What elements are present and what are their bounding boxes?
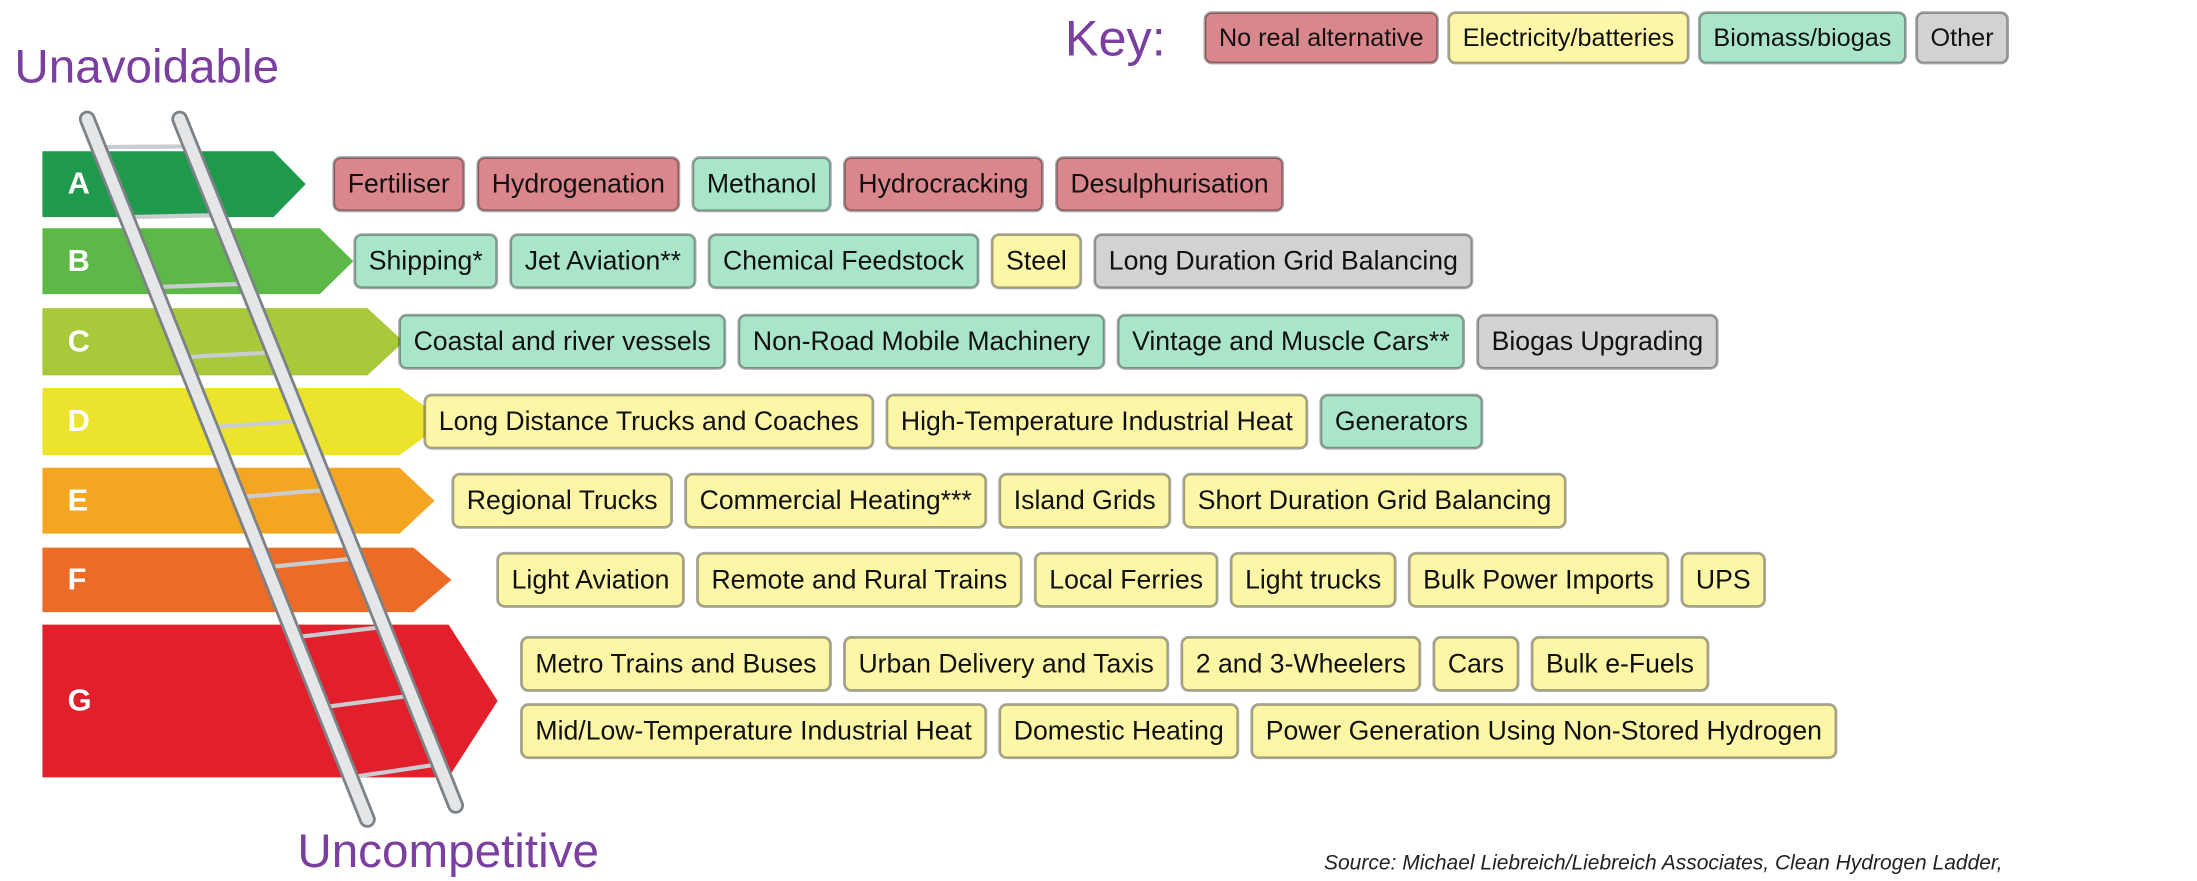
rating-arrow <box>42 388 445 455</box>
items: Fertiliser Hydrogenation Methanol Hydrocrac… <box>334 158 1836 758</box>
label-box: Chemical Feedstock <box>709 235 978 288</box>
box-label: High-Temperature Industrial Heat <box>901 406 1294 436</box>
label-box: Electricity/batteries <box>1449 13 1689 63</box>
box-label: 2 and 3-Wheelers <box>1196 648 1406 678</box>
box-label: Long Duration Grid Balancing <box>1109 246 1458 276</box>
rating-letter: F <box>68 561 87 596</box>
label-box: Cars <box>1434 637 1518 690</box>
box-label: Biomass/biogas <box>1713 24 1891 52</box>
rating-arrow <box>42 308 403 375</box>
source: Source: Michael Liebreich/Liebreich Asso… <box>1324 852 2003 875</box>
box-label: Light trucks <box>1245 564 1381 594</box>
box-label: Light Aviation <box>512 564 670 594</box>
label-box: Remote and Rural Trains <box>697 553 1021 606</box>
label-box: Bulk e-Fuels <box>1532 637 1708 690</box>
label-box: Jet Aviation** <box>511 235 695 288</box>
label-box: Fertiliser <box>334 158 464 211</box>
box-label: Desulphurisation <box>1070 169 1268 199</box>
box-label: No real alternative <box>1219 24 1424 52</box>
label-box: Urban Delivery and Taxis <box>844 637 1167 690</box>
label-box: Desulphurisation <box>1056 158 1282 211</box>
key-title: Key: <box>1065 9 1166 66</box>
box-label: Shipping* <box>369 246 483 276</box>
label-box: Mid/Low-Temperature Industrial Heat <box>521 705 985 758</box>
box-label: Power Generation Using Non-Stored Hydrog… <box>1266 716 1822 746</box>
rating-letter: A <box>68 166 90 201</box>
box-label: Long Distance Trucks and Coaches <box>439 406 859 436</box>
box-label: Metro Trains and Buses <box>535 648 816 678</box>
label-box: Light trucks <box>1231 553 1395 606</box>
box-label: Domestic Heating <box>1014 716 1224 746</box>
label-box: Long Duration Grid Balancing <box>1095 235 1472 288</box>
label-box: Domestic Heating <box>1000 705 1238 758</box>
box-label: Regional Trucks <box>467 485 658 515</box>
box-label: Methanol <box>707 169 816 199</box>
rating-arrow <box>42 548 451 612</box>
box-label: Hydrogenation <box>492 169 665 199</box>
rating-letter: C <box>68 323 90 358</box>
label-box: Metro Trains and Buses <box>521 637 830 690</box>
label-box: Long Distance Trucks and Coaches <box>425 395 873 448</box>
rating-letter: G <box>68 683 92 718</box>
box-label: Other <box>1931 24 1994 52</box>
rung <box>98 147 190 148</box>
box-label: Bulk Power Imports <box>1423 564 1654 594</box>
label-box: Coastal and river vessels <box>400 315 725 368</box>
label-box: Commercial Heating*** <box>686 474 986 527</box>
label-box: High-Temperature Industrial Heat <box>887 395 1307 448</box>
label-box: Bulk Power Imports <box>1409 553 1668 606</box>
label-box: Other <box>1917 13 2008 63</box>
bottom-label: Uncompetitive <box>297 825 599 878</box>
label-box: No real alternative <box>1205 13 1438 63</box>
label-box: 2 and 3-Wheelers <box>1182 637 1420 690</box>
page: {"key": {"title": "Key:", "items": [ {"l… <box>0 0 2197 881</box>
label-box: Steel <box>992 235 1081 288</box>
box-label: Hydrocracking <box>858 169 1028 199</box>
key: Key: No real alternative Electricity/batt… <box>1065 9 2008 66</box>
box-label: Urban Delivery and Taxis <box>858 648 1153 678</box>
box-label: Remote and Rural Trains <box>711 564 1007 594</box>
label-box: Light Aviation <box>498 553 684 606</box>
rating-letter: B <box>68 243 90 278</box>
box-label: Commercial Heating*** <box>700 485 972 515</box>
box-label: Non-Road Mobile Machinery <box>753 326 1091 356</box>
hydrogen-ladder: A B C D E F G Fertiliser Hydrogenation Methanol H… <box>0 0 2197 881</box>
label-box: Short Duration Grid Balancing <box>1184 474 1566 527</box>
label-box: Local Ferries <box>1035 553 1217 606</box>
box-label: Electricity/batteries <box>1463 24 1674 52</box>
label-box: UPS <box>1682 553 1765 606</box>
box-label: Chemical Feedstock <box>723 246 965 276</box>
box-label: Vintage and Muscle Cars** <box>1132 326 1450 356</box>
top-label: Unavoidable <box>14 41 279 94</box>
box-label: Biogas Upgrading <box>1492 326 1704 356</box>
rating-letter: E <box>68 482 89 517</box>
box-label: Fertiliser <box>348 169 450 199</box>
rung <box>126 215 218 217</box>
label-box: Generators <box>1321 395 1482 448</box>
box-label: Coastal and river vessels <box>414 326 711 356</box>
label-box: Regional Trucks <box>453 474 672 527</box>
rating-letter: D <box>68 403 90 438</box>
label-box: Island Grids <box>1000 474 1170 527</box>
box-label: Steel <box>1006 246 1067 276</box>
box-label: Jet Aviation** <box>525 246 681 276</box>
label-box: Biogas Upgrading <box>1478 315 1718 368</box>
box-label: Short Duration Grid Balancing <box>1198 485 1552 515</box>
label-box: Vintage and Muscle Cars** <box>1118 315 1464 368</box>
label-box: Power Generation Using Non-Stored Hydrog… <box>1252 705 1836 758</box>
box-label: Local Ferries <box>1049 564 1203 594</box>
box-label: Generators <box>1335 406 1468 436</box>
label-box: Hydrogenation <box>478 158 679 211</box>
label-box: Methanol <box>693 158 830 211</box>
box-label: UPS <box>1696 564 1751 594</box>
label-box: Biomass/biogas <box>1699 13 1905 63</box>
box-label: Bulk e-Fuels <box>1546 648 1694 678</box>
box-label: Mid/Low-Temperature Industrial Heat <box>535 716 972 746</box>
label-box: Shipping* <box>355 235 497 288</box>
label-box: Non-Road Mobile Machinery <box>739 315 1104 368</box>
box-label: Island Grids <box>1014 485 1156 515</box>
box-label: Cars <box>1448 648 1504 678</box>
label-box: Hydrocracking <box>844 158 1042 211</box>
